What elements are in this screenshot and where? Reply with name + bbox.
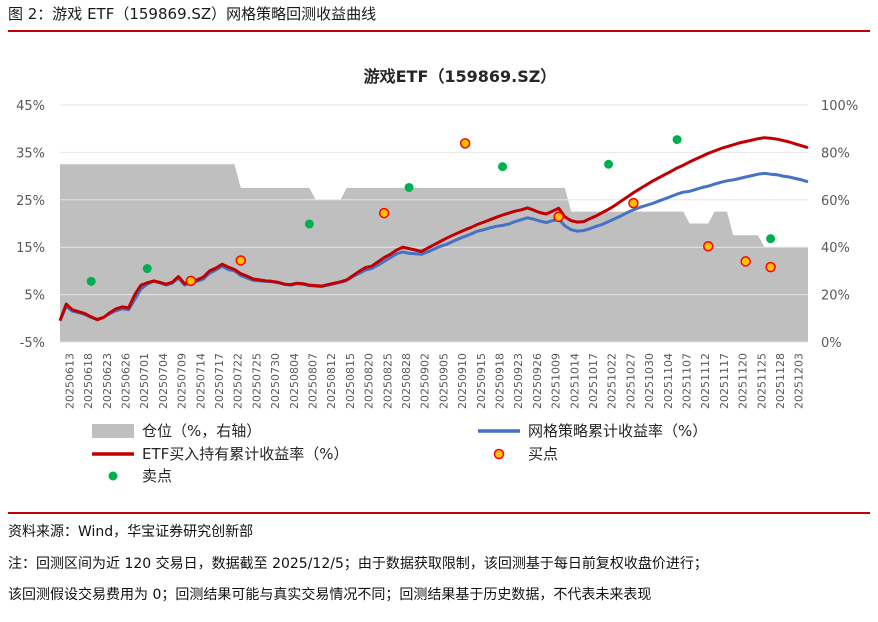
position-area-layer: [60, 164, 808, 342]
legend-swatch-buy: [493, 448, 505, 460]
x-axis-ticks: 20250613 20250618 20250623 20250626 20250701…: [63, 353, 805, 409]
x-axis-tick-label: 20250626: [119, 353, 132, 409]
x-axis-tick-label: 20250714: [194, 353, 207, 409]
sell-point: [142, 264, 152, 274]
x-axis-tick-label: 20250918: [493, 353, 506, 409]
x-axis-tick-label: 20250725: [250, 353, 263, 409]
left-axis-tick-label: 25%: [16, 194, 45, 209]
buy-point: [235, 255, 247, 266]
note-line-1: 注：回测区间为近 120 交易日，数据截至 2025/12/5；由于数据获取限制…: [8, 556, 708, 572]
right-axis-ticks: 100% 80% 60% 40% 20% 0%: [821, 99, 858, 351]
buy-point: [378, 207, 390, 219]
x-axis-tick-label: 20250812: [325, 353, 338, 409]
buy-point: [553, 211, 564, 223]
x-axis-tick-label: 20250815: [344, 353, 357, 409]
right-axis-tick-label: 80%: [821, 146, 850, 161]
x-axis-tick-label: 20251107: [680, 353, 693, 409]
right-axis-tick-label: 40%: [821, 241, 850, 256]
x-axis-tick-label: 20250613: [63, 353, 76, 409]
x-axis-tick-label: 20250828: [400, 353, 413, 409]
x-axis-tick-label: 20251125: [755, 353, 768, 409]
x-axis-tick-label: 20250915: [475, 353, 488, 409]
sell-point: [304, 219, 314, 229]
buy-point: [703, 241, 714, 252]
x-axis-tick-label: 20251104: [662, 353, 675, 409]
x-axis-tick-label: 20250905: [437, 353, 450, 409]
sell-point: [604, 159, 614, 169]
x-axis-tick-label: 20250820: [363, 353, 376, 409]
legend-label-sell-points: 卖点: [142, 467, 172, 485]
buy-point: [628, 197, 639, 209]
x-axis-tick-label: 20250807: [306, 353, 319, 409]
x-axis-tick-label: 20250701: [138, 353, 151, 409]
x-axis-tick-label: 20251112: [699, 353, 712, 409]
x-axis-tick-label: 20250623: [101, 353, 114, 409]
title-rule: [8, 30, 870, 32]
sell-point: [498, 162, 508, 172]
x-axis-tick-label: 20250804: [288, 353, 301, 409]
left-axis-tick-label: 45%: [16, 99, 45, 114]
left-axis-ticks: 45% 35% 25% 15% 5% -5%: [16, 99, 45, 351]
legend-label-buy-points: 买点: [528, 445, 558, 463]
x-axis-tick-label: 20251120: [737, 353, 750, 409]
x-axis-tick-label: 20250709: [176, 353, 189, 409]
buy-point: [185, 275, 197, 287]
trade-points-layer: [86, 135, 776, 287]
x-axis-tick-label: 20250926: [531, 353, 544, 409]
x-axis-tick-label: 20250825: [381, 353, 394, 409]
figure-title: 图 2：游戏 ETF（159869.SZ）网格策略回测收益曲线: [8, 5, 377, 23]
x-axis-tick-label: 20250910: [456, 353, 469, 409]
x-axis-tick-label: 20251017: [587, 353, 600, 409]
x-axis-tick-label: 20251014: [568, 353, 581, 409]
x-axis-tick-label: 20251027: [624, 353, 637, 409]
x-axis-tick-label: 20251030: [643, 353, 656, 409]
chart: 游戏ETF（159869.SZ） 45% 35% 25% 15% 5% -5% 100% 8…: [16, 67, 858, 485]
note-line-2: 该回测假设交易费用为 0；回测结果可能与真实交易情况不同；回测结果基于历史数据，…: [8, 587, 652, 603]
series-lines-layer: [58, 136, 809, 322]
right-axis-tick-label: 60%: [821, 194, 850, 209]
source-rule: [8, 512, 870, 514]
x-axis-tick-label: 20250902: [419, 353, 432, 409]
x-axis-tick-label: 20251117: [718, 353, 731, 409]
left-axis-gridline-layer: [60, 104, 808, 343]
sell-point: [404, 182, 414, 192]
position-area: [60, 164, 808, 342]
buy-point: [459, 138, 471, 149]
x-axis-tick-label: 20250618: [82, 353, 95, 409]
sell-point: [672, 135, 682, 145]
x-axis-tick-label: 20250717: [213, 353, 226, 409]
legend-label-etf-buyhold: ETF买入持有累计收益率（%）: [142, 445, 349, 463]
x-axis-tick-label: 20251009: [550, 353, 563, 409]
x-axis-tick-label: 20251203: [793, 353, 806, 409]
buy-point: [765, 261, 776, 273]
x-axis-tick-label: 20250730: [269, 353, 282, 409]
left-axis-tick-label: -5%: [20, 336, 45, 351]
right-axis-tick-label: 20%: [821, 289, 850, 304]
source-text: 资料来源：Wind，华宝证券研究创新部: [8, 524, 254, 540]
etf-buyhold-line: [58, 136, 809, 322]
left-axis-tick-label: 5%: [24, 289, 45, 304]
legend-swatch-sell: [108, 471, 118, 481]
legend-swatch-position: [92, 424, 134, 438]
right-axis-tick-label: 0%: [821, 336, 842, 351]
legend-label-position: 仓位（%，右轴）: [142, 422, 261, 440]
x-axis-tick-label: 20250923: [512, 353, 525, 409]
buy-point: [740, 256, 751, 267]
chart-title: 游戏ETF（159869.SZ）: [364, 67, 557, 86]
sell-point: [766, 234, 776, 244]
legend-label-grid-strategy: 网格策略累计收益率（%）: [528, 422, 707, 440]
x-axis-tick-label: 20250704: [157, 353, 170, 409]
x-axis-tick-label: 20251128: [774, 353, 787, 409]
x-axis-tick-label: 20250722: [232, 353, 245, 409]
left-axis-tick-label: 35%: [16, 146, 45, 161]
sell-point: [86, 276, 96, 286]
left-axis-tick-label: 15%: [16, 241, 45, 256]
x-axis-tick-label: 20251022: [606, 353, 619, 409]
right-axis-tick-label: 100%: [821, 99, 858, 114]
